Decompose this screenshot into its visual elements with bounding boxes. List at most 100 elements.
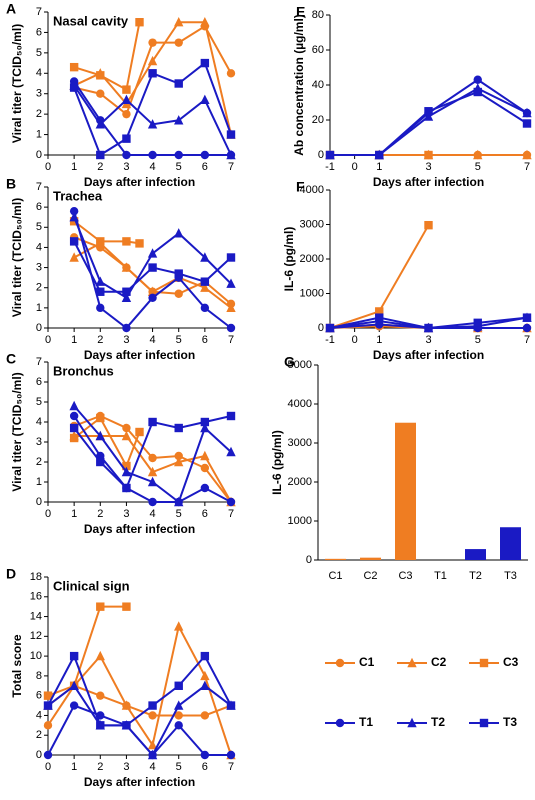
y-tick-label: 6 (36, 201, 42, 213)
y-tick-label: 4 (36, 67, 42, 79)
marker (174, 228, 184, 238)
y-axis-label: Viral titer (TCID₅₀/ml) (10, 372, 24, 491)
marker (226, 701, 236, 710)
y-tick-label: 18 (30, 571, 42, 583)
marker (325, 323, 335, 333)
marker (148, 497, 157, 507)
bar (325, 558, 346, 560)
marker (200, 750, 210, 760)
marker (375, 313, 384, 322)
x-tick-label: 3 (123, 508, 129, 520)
marker (69, 252, 79, 262)
series-line (47, 653, 232, 727)
marker (96, 413, 105, 423)
marker (226, 130, 236, 139)
x-axis-label: Days after infection (84, 348, 195, 362)
marker (473, 75, 482, 84)
marker (174, 721, 183, 730)
y-tick-label: 7 (36, 356, 42, 368)
marker (122, 721, 131, 730)
y-tick-label: 2 (36, 108, 42, 120)
series-line (47, 684, 232, 757)
y-tick-label: 80 (312, 9, 324, 21)
marker (200, 58, 210, 68)
marker (147, 466, 158, 477)
x-tick-label: C1 (328, 570, 342, 582)
marker (122, 602, 131, 611)
legend-marker (407, 657, 417, 668)
marker (122, 287, 131, 296)
marker (43, 691, 53, 700)
y-tick-label: 4 (36, 241, 42, 253)
marker (147, 749, 158, 760)
legend-marker (407, 717, 417, 728)
marker (69, 237, 79, 246)
panel-letter: C (6, 351, 16, 367)
y-tick-label: 5 (36, 221, 42, 233)
x-tick-label: 5 (176, 161, 182, 173)
marker (174, 711, 183, 720)
x-tick-label: 3 (425, 334, 431, 346)
bar (465, 549, 486, 560)
x-tick-label: 7 (524, 334, 530, 346)
x-tick-label: 4 (150, 334, 156, 346)
marker (95, 119, 105, 129)
x-tick-label: 5 (176, 761, 182, 773)
y-tick-label: 16 (30, 591, 42, 603)
x-tick-label: 2 (97, 761, 103, 773)
x-tick-label: 1 (376, 334, 382, 346)
x-tick-label: C3 (398, 570, 412, 582)
marker (174, 456, 184, 467)
marker (424, 323, 433, 333)
marker (200, 417, 210, 427)
panel-letter: B (6, 176, 16, 192)
panel-letter: E (296, 4, 305, 20)
y-tick-label: 2000 (288, 476, 312, 488)
marker (226, 149, 236, 160)
marker (69, 411, 79, 421)
x-tick-label: -1 (325, 161, 335, 173)
marker (147, 286, 158, 296)
legend-label: T1 (359, 715, 373, 729)
y-tick-label: 60 (312, 44, 324, 56)
marker (200, 303, 210, 313)
y-tick-label: 1000 (288, 515, 312, 527)
series-line (330, 90, 528, 156)
x-tick-label: 0 (352, 161, 358, 173)
marker (147, 119, 158, 129)
marker (226, 69, 236, 78)
x-tick-label: 0 (45, 334, 51, 346)
marker (121, 292, 132, 302)
y-axis-label: Total score (10, 634, 24, 697)
legend-marker (335, 718, 345, 728)
x-tick-label: -1 (325, 334, 335, 346)
x-tick-label: 6 (202, 161, 208, 173)
marker (174, 621, 184, 631)
y-tick-label: 1 (36, 302, 42, 314)
x-tick-label: 1 (71, 761, 77, 773)
marker (424, 107, 433, 116)
marker (522, 313, 532, 322)
x-tick-label: 1 (71, 508, 77, 520)
marker (522, 323, 532, 333)
marker (325, 150, 335, 160)
y-axis-label: IL-6 (pg/ml) (282, 227, 296, 292)
panel-letter: D (6, 566, 16, 582)
marker (148, 38, 157, 47)
marker (122, 85, 131, 94)
marker (148, 263, 157, 272)
marker (43, 721, 53, 730)
series-line (47, 605, 127, 697)
y-tick-label: 0 (318, 322, 324, 334)
marker (148, 711, 157, 720)
marker (200, 94, 210, 105)
marker (69, 651, 79, 661)
y-tick-label: 12 (30, 630, 42, 642)
x-tick-label: 7 (228, 508, 234, 520)
marker (147, 248, 158, 258)
marker (174, 150, 183, 160)
legend-label: T2 (431, 715, 445, 729)
legend-marker (479, 658, 489, 668)
marker (95, 276, 105, 286)
panel-letter: F (296, 179, 305, 195)
